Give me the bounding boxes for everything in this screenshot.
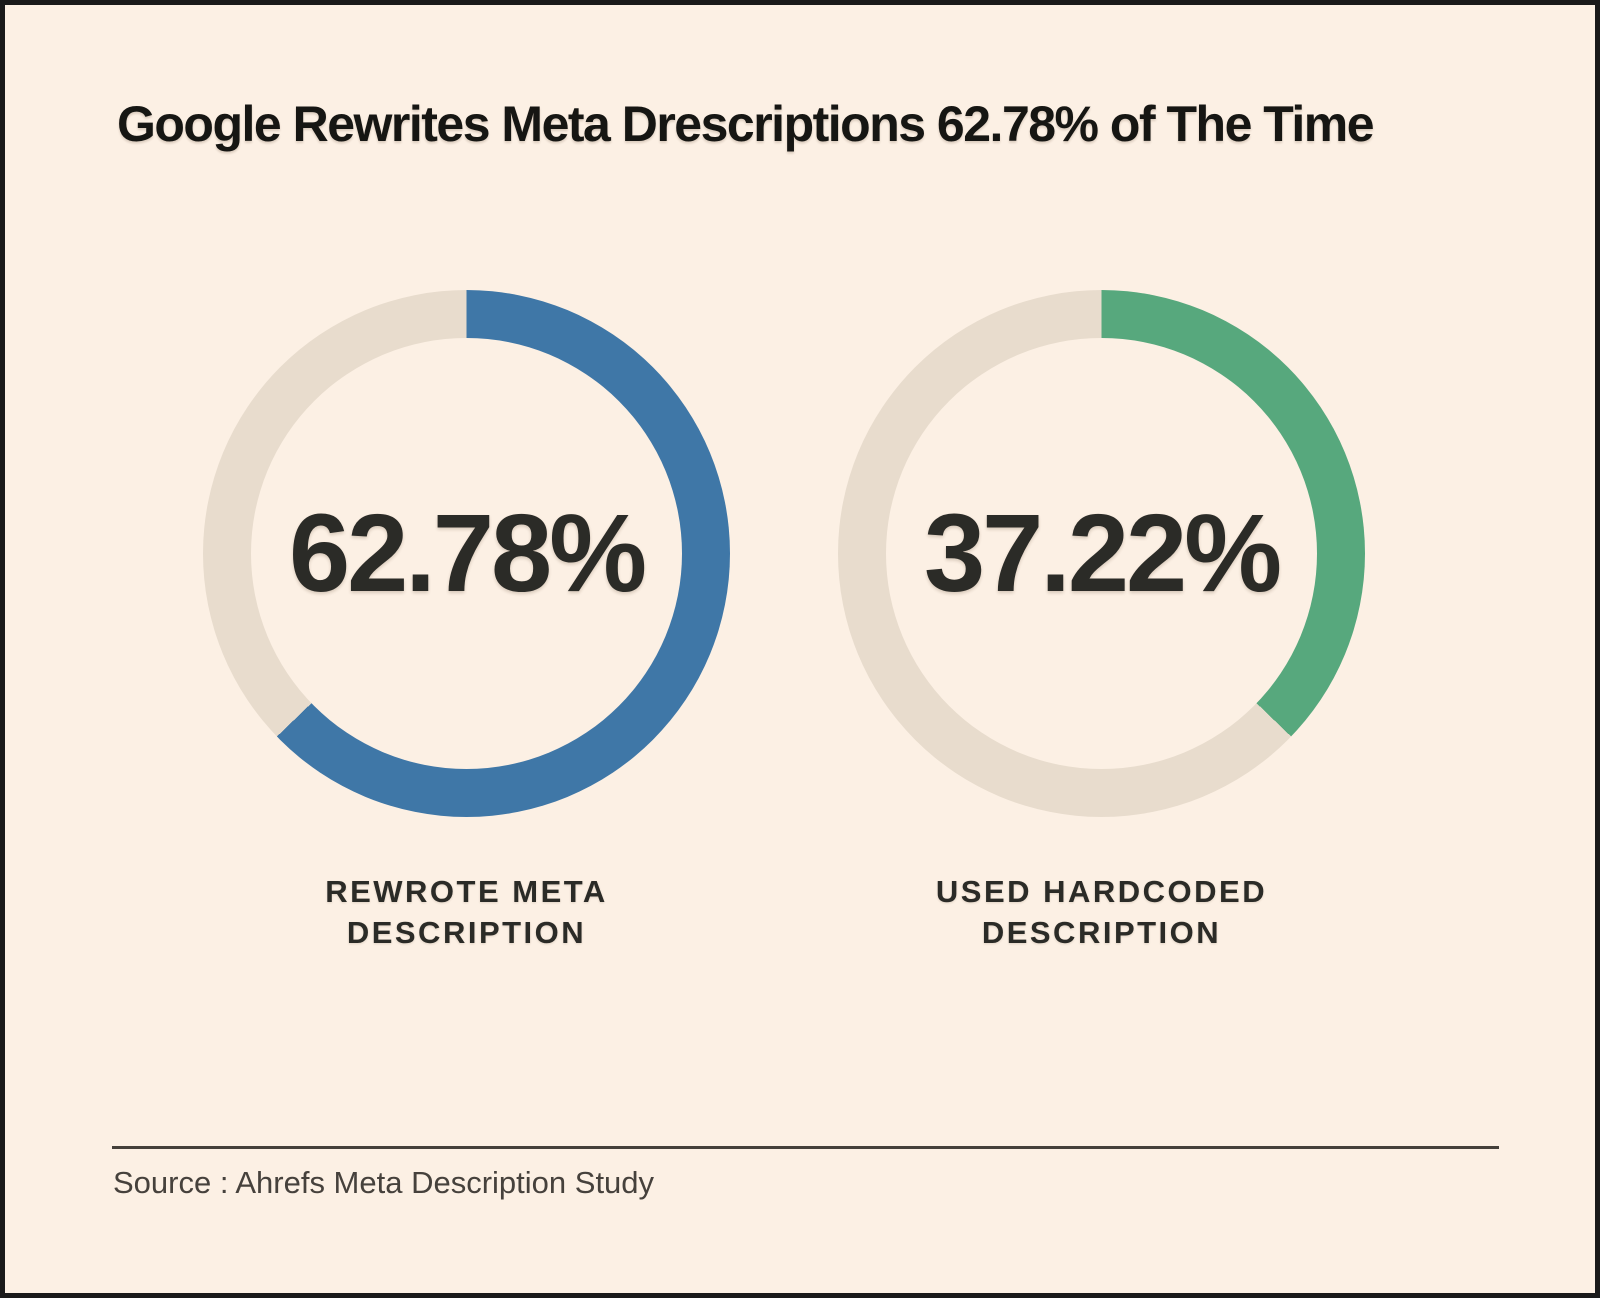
donut-label-line: DESCRIPTION (981, 915, 1222, 950)
source-note: Source : Ahrefs Meta Description Study (113, 1165, 655, 1200)
donut-chart-rewrote-meta: 62.78% (203, 290, 730, 817)
donut-center-value: 62.78% (288, 492, 647, 615)
divider-line (112, 1146, 1499, 1149)
donut-label-line: USED HARDCODED (935, 874, 1268, 909)
donut-label-hardcoded: USED HARDCODED DESCRIPTION (838, 871, 1365, 953)
donut-label-line: DESCRIPTION (346, 915, 587, 950)
donut-hole: 62.78% (251, 338, 682, 769)
donut-center-value: 37.22% (923, 492, 1282, 615)
donut-label-rewrote-meta: REWROTE META DESCRIPTION (203, 871, 730, 953)
donut-chart-hardcoded: 37.22% (838, 290, 1365, 817)
page-title: Google Rewrites Meta Drescriptions 62.78… (117, 96, 1375, 152)
donut-label-line: REWROTE META (325, 874, 608, 909)
donut-hole: 37.22% (886, 338, 1317, 769)
